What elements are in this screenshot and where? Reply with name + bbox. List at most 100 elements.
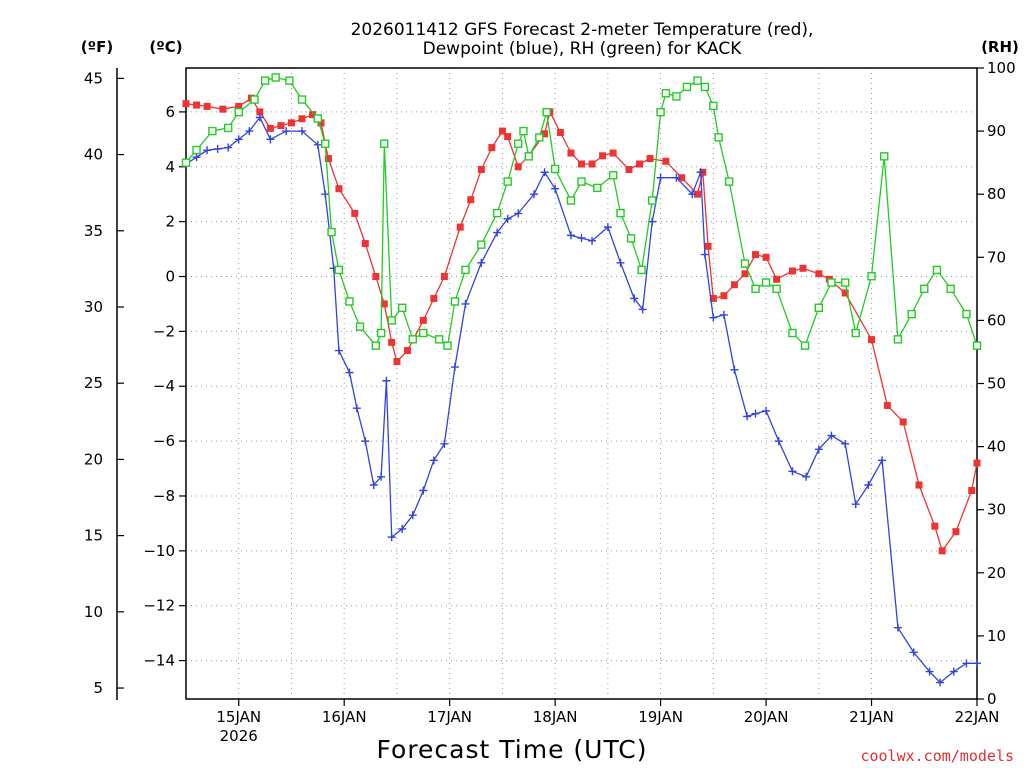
dewpoint-point bbox=[672, 173, 681, 182]
rh-point bbox=[514, 139, 523, 148]
dewpoint-point bbox=[577, 234, 586, 243]
rh-point bbox=[577, 177, 586, 186]
temperature-point bbox=[219, 105, 227, 113]
dewpoint-point bbox=[369, 481, 378, 490]
temperature-point bbox=[393, 358, 401, 366]
temperature-point bbox=[915, 481, 923, 489]
temperature-point bbox=[799, 264, 807, 272]
rh-point bbox=[740, 259, 750, 268]
chart-axes: 6420−2−4−6−8−10−12−144540353025201510510… bbox=[84, 59, 1016, 745]
dewpoint-point bbox=[814, 445, 823, 454]
rh-point bbox=[524, 152, 533, 161]
rh-point bbox=[492, 208, 502, 218]
temperature-point bbox=[636, 160, 644, 168]
rh-point bbox=[542, 107, 551, 117]
celsius-unit-label: (ºC) bbox=[149, 38, 182, 56]
rh-point bbox=[972, 341, 982, 350]
dewpoint-point bbox=[638, 305, 647, 314]
rh-point bbox=[208, 126, 217, 136]
celsius-tick-label: −4 bbox=[153, 377, 175, 395]
temperature-point bbox=[883, 401, 891, 409]
dewpoint-point bbox=[313, 140, 322, 149]
dewpoint-point bbox=[630, 294, 639, 303]
rh-tick-label: 0 bbox=[987, 690, 997, 708]
temperature-point bbox=[567, 149, 575, 157]
dewpoint-point bbox=[298, 127, 307, 136]
temperature-point bbox=[467, 196, 475, 204]
temperature-point bbox=[815, 270, 823, 278]
rh-point bbox=[714, 133, 723, 142]
temperature-point bbox=[419, 316, 427, 324]
rh-point bbox=[608, 171, 618, 180]
dewpoint-point bbox=[893, 623, 902, 632]
dewpoint-point bbox=[213, 144, 222, 153]
rh-point bbox=[285, 76, 294, 85]
rh-tick-label: 50 bbox=[987, 375, 1006, 393]
dewpoint-point bbox=[751, 409, 760, 418]
temperature-point bbox=[477, 166, 485, 174]
celsius-tick-label: −12 bbox=[143, 597, 175, 615]
temperature-point bbox=[309, 111, 317, 119]
fahrenheit-tick-label: 45 bbox=[84, 69, 103, 87]
rh-point bbox=[840, 278, 850, 287]
celsius-tick-label: 4 bbox=[165, 158, 175, 176]
dewpoint-point bbox=[255, 113, 264, 122]
temperature-point bbox=[788, 267, 796, 275]
rh-tick-label: 100 bbox=[987, 59, 1016, 77]
dewpoint-point bbox=[841, 439, 850, 448]
temperature-point bbox=[317, 119, 325, 127]
dewpoint-point bbox=[656, 173, 665, 182]
dewpoint-point bbox=[382, 376, 391, 385]
temperature-point bbox=[504, 133, 512, 141]
temperature-point bbox=[730, 281, 738, 289]
fahrenheit-tick-label: 25 bbox=[84, 374, 103, 392]
temperature-point bbox=[182, 100, 190, 108]
series-dewpoint bbox=[182, 113, 981, 687]
dewpoint-point bbox=[503, 214, 512, 223]
rh-tick-label: 10 bbox=[987, 627, 1006, 645]
dewpoint-point bbox=[361, 437, 370, 446]
rh-point bbox=[637, 265, 646, 275]
temperature-point bbox=[235, 102, 243, 110]
temperature-point bbox=[931, 522, 939, 530]
rh-point bbox=[616, 208, 625, 218]
rh-point bbox=[387, 316, 396, 325]
temperature-point bbox=[403, 347, 411, 355]
temperature-point bbox=[704, 242, 712, 250]
temperature-point bbox=[380, 300, 388, 308]
temperature-point bbox=[440, 273, 448, 281]
dewpoint-point bbox=[936, 678, 945, 687]
rh-point bbox=[355, 322, 365, 331]
dewpoint-point bbox=[203, 146, 212, 155]
rh-point bbox=[656, 107, 665, 117]
dewpoint-point bbox=[245, 127, 254, 136]
rh-point bbox=[461, 265, 470, 275]
dewpoint-point bbox=[774, 437, 783, 446]
temperature-point bbox=[541, 130, 549, 138]
rh-point bbox=[519, 126, 528, 136]
rh-tick-label: 90 bbox=[987, 122, 1006, 140]
rh-point bbox=[932, 265, 942, 275]
rh-point bbox=[327, 227, 336, 237]
rh-point bbox=[661, 89, 671, 98]
rh-point bbox=[380, 139, 389, 148]
celsius-tick-label: 6 bbox=[165, 103, 175, 121]
temperature-point bbox=[625, 166, 633, 174]
dewpoint-point bbox=[398, 524, 407, 533]
temperature-point bbox=[498, 127, 506, 135]
temperature-point bbox=[841, 289, 849, 297]
rh-point bbox=[297, 95, 307, 104]
dewpoint-line bbox=[185, 116, 977, 684]
x-tick-year-label: 2026 bbox=[220, 727, 258, 745]
dewpoint-point bbox=[909, 648, 918, 657]
dewpoint-point bbox=[419, 486, 428, 495]
dewpoint-point bbox=[925, 667, 934, 676]
rh-point bbox=[443, 341, 452, 350]
rh-point bbox=[250, 95, 259, 104]
temperature-point bbox=[762, 253, 770, 261]
fahrenheit-tick-label: 20 bbox=[84, 450, 103, 468]
dewpoint-point bbox=[224, 143, 233, 152]
fahrenheit-tick-label: 10 bbox=[84, 603, 103, 621]
x-axis-title: Forecast Time (UTC) bbox=[377, 735, 648, 764]
rh-tick-label: 70 bbox=[987, 248, 1006, 266]
